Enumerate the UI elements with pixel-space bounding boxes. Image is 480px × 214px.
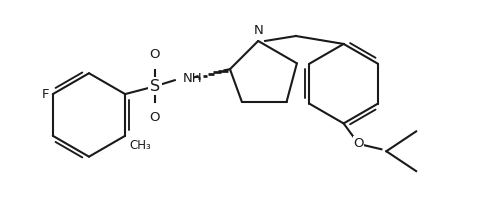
Text: F: F	[41, 88, 49, 101]
Text: CH₃: CH₃	[129, 139, 151, 152]
Text: O: O	[353, 137, 364, 150]
Text: S: S	[150, 79, 160, 94]
Text: N: N	[253, 24, 263, 37]
Text: O: O	[150, 111, 160, 124]
Text: NH: NH	[183, 72, 203, 85]
Text: O: O	[150, 48, 160, 61]
